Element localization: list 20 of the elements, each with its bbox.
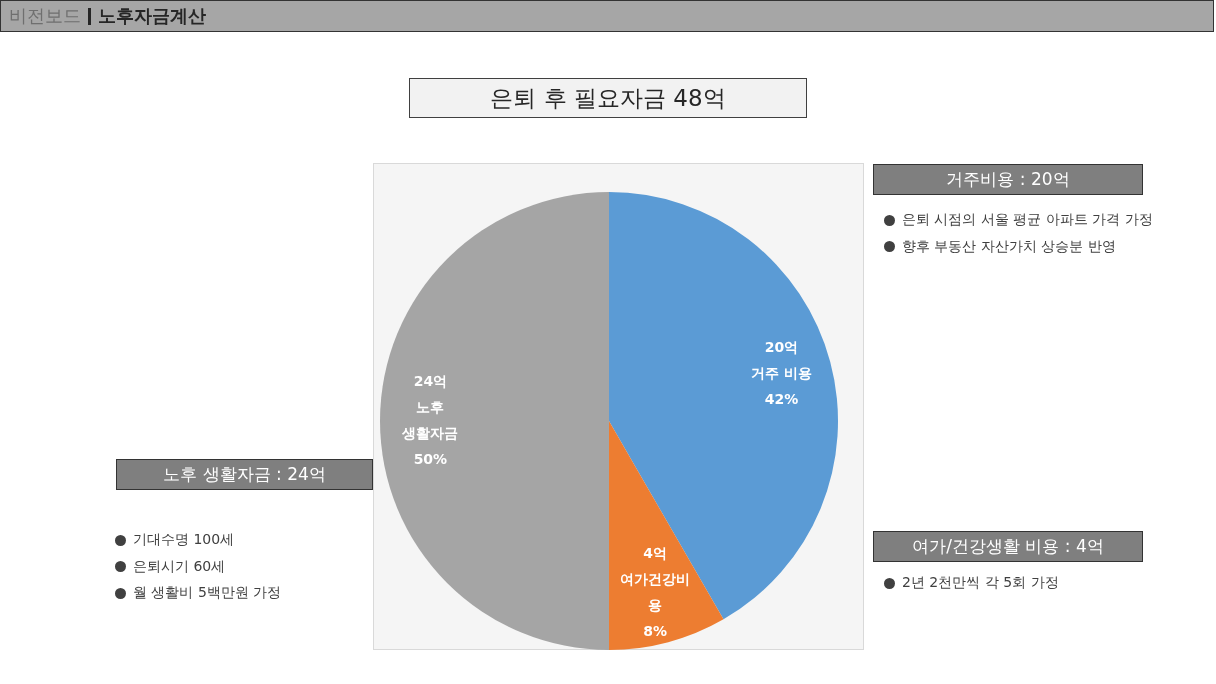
text: 노후 생활자금 : 24억	[116, 459, 373, 490]
text: 42%	[764, 391, 799, 408]
text: 은퇴 시점의 서울 평균 아파트 가격 가정	[902, 211, 1153, 229]
slice-label: 거주 비용	[751, 365, 812, 382]
text: 노후자금계산	[98, 4, 206, 28]
data-label: 20억	[764, 339, 799, 356]
data-label: 24억	[413, 372, 448, 389]
slice-label: 여가건강비용	[620, 571, 691, 614]
text: 50%	[413, 450, 448, 467]
text: 2년 2천만씩 각 5회 가정	[902, 574, 1059, 592]
text: 월 생활비 5백만원 가정	[133, 584, 282, 602]
text: 은퇴시기 60세	[133, 557, 226, 576]
data-label: 4억	[643, 545, 668, 562]
slice-label: 노후 생활자금	[401, 398, 459, 441]
text: 기대수명 100세	[133, 531, 235, 549]
text: 향후 부동산 자산가치 상승분 반영	[902, 237, 1116, 256]
chart-title: 은퇴 후 필요자금 48억	[409, 78, 807, 118]
text: 8%	[643, 623, 668, 640]
text: 거주비용 : 20억	[873, 164, 1143, 195]
text: 여가/건강생활 비용 : 4억	[873, 531, 1143, 562]
